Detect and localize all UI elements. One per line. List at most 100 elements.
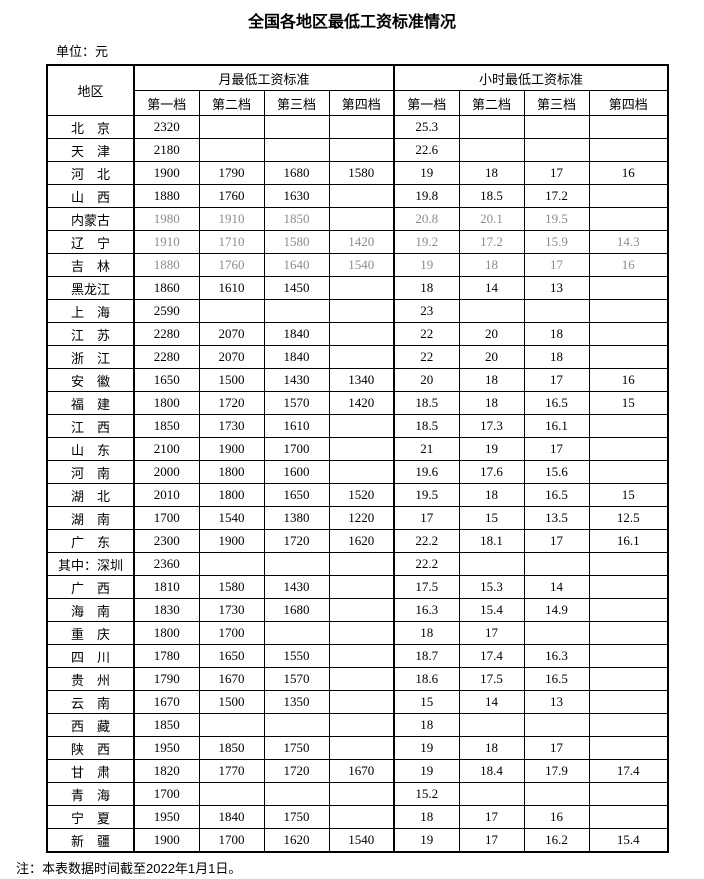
monthly-value-cell: 1350 xyxy=(263,690,330,714)
hourly-value-cell: 17 xyxy=(523,253,590,277)
monthly-value-cell: 1700 xyxy=(133,506,200,530)
monthly-value-cell xyxy=(328,805,395,829)
hourly-value-cell xyxy=(458,782,525,806)
table-row: 河 北 1900 1790 1680 1580 19 18 17 16 xyxy=(46,161,669,185)
hourly-value-cell: 18 xyxy=(393,621,460,645)
monthly-value-cell xyxy=(328,115,395,139)
table-row: 广 西 1810 1580 1430 17.5 15.3 14 xyxy=(46,575,669,599)
monthly-value-cell: 1850 xyxy=(198,736,265,760)
region-cell: 江 西 xyxy=(46,414,135,438)
monthly-value-cell: 1780 xyxy=(133,644,200,668)
monthly-value-cell xyxy=(328,736,395,760)
hourly-value-cell: 19.5 xyxy=(523,207,590,231)
hourly-value-cell: 21 xyxy=(393,437,460,461)
monthly-value-cell: 1800 xyxy=(198,483,265,507)
hourly-value-cell xyxy=(523,138,590,162)
table-row: 陕 西 1950 1850 1750 19 18 17 xyxy=(46,736,669,760)
monthly-value-cell xyxy=(263,782,330,806)
hourly-value-cell xyxy=(588,115,669,139)
monthly-value-cell: 2320 xyxy=(133,115,200,139)
hourly-value-cell xyxy=(588,437,669,461)
table-row: 河 南 2000 1800 1600 19.6 17.6 15.6 xyxy=(46,460,669,484)
monthly-value-cell: 2070 xyxy=(198,322,265,346)
region-cell: 重 庆 xyxy=(46,621,135,645)
hourly-value-cell xyxy=(588,575,669,599)
monthly-tier3-header: 第三档 xyxy=(263,90,330,116)
hourly-value-cell xyxy=(523,621,590,645)
monthly-value-cell xyxy=(328,437,395,461)
monthly-value-cell xyxy=(328,345,395,369)
table-row: 西 藏 1850 18 xyxy=(46,713,669,737)
table-row: 海 南 1830 1730 1680 16.3 15.4 14.9 xyxy=(46,598,669,622)
monthly-value-cell: 1720 xyxy=(263,529,330,553)
hourly-value-cell xyxy=(523,782,590,806)
monthly-value-cell xyxy=(328,414,395,438)
monthly-value-cell: 1880 xyxy=(133,184,200,208)
hourly-value-cell: 18 xyxy=(458,368,525,392)
monthly-value-cell: 1630 xyxy=(263,184,330,208)
hourly-value-cell: 16.2 xyxy=(523,828,590,853)
monthly-value-cell: 1580 xyxy=(328,161,395,185)
monthly-value-cell: 1420 xyxy=(328,391,395,415)
monthly-value-cell xyxy=(328,184,395,208)
table-row: 重 庆 1800 1700 18 17 xyxy=(46,621,669,645)
region-cell: 湖 南 xyxy=(46,506,135,530)
region-cell: 其中：深圳 xyxy=(46,552,135,576)
hourly-value-cell: 17.6 xyxy=(458,460,525,484)
monthly-value-cell: 1710 xyxy=(198,230,265,254)
monthly-value-cell: 1860 xyxy=(133,276,200,300)
monthly-value-cell: 1810 xyxy=(133,575,200,599)
monthly-value-cell: 1750 xyxy=(263,736,330,760)
hourly-value-cell: 16 xyxy=(523,805,590,829)
hourly-value-cell: 23 xyxy=(393,299,460,323)
monthly-value-cell: 1580 xyxy=(198,575,265,599)
region-cell: 浙 江 xyxy=(46,345,135,369)
monthly-value-cell: 1500 xyxy=(198,368,265,392)
monthly-value-cell: 1900 xyxy=(198,529,265,553)
hourly-value-cell: 15.2 xyxy=(393,782,460,806)
monthly-value-cell: 1430 xyxy=(263,368,330,392)
monthly-value-cell: 2590 xyxy=(133,299,200,323)
hourly-value-cell: 18 xyxy=(393,276,460,300)
hourly-value-cell: 15 xyxy=(393,690,460,714)
hourly-value-cell xyxy=(588,184,669,208)
monthly-value-cell: 1650 xyxy=(198,644,265,668)
region-cell: 吉 林 xyxy=(46,253,135,277)
region-cell: 河 北 xyxy=(46,161,135,185)
hourly-value-cell: 19 xyxy=(393,253,460,277)
table-row: 山 东 2100 1900 1700 21 19 17 xyxy=(46,437,669,461)
region-cell: 海 南 xyxy=(46,598,135,622)
hourly-value-cell: 19 xyxy=(393,161,460,185)
monthly-value-cell: 2000 xyxy=(133,460,200,484)
table-row: 江 西 1850 1730 1610 18.5 17.3 16.1 xyxy=(46,414,669,438)
monthly-value-cell: 1670 xyxy=(328,759,395,783)
hourly-value-cell: 18.7 xyxy=(393,644,460,668)
hourly-value-cell: 22.2 xyxy=(393,529,460,553)
hourly-value-cell: 13 xyxy=(523,690,590,714)
monthly-value-cell xyxy=(263,138,330,162)
hourly-value-cell xyxy=(523,299,590,323)
monthly-value-cell: 1820 xyxy=(133,759,200,783)
hourly-value-cell xyxy=(588,644,669,668)
monthly-value-cell xyxy=(328,276,395,300)
region-column-header: 地区 xyxy=(46,64,135,116)
monthly-value-cell: 1620 xyxy=(263,828,330,853)
hourly-value-cell xyxy=(588,621,669,645)
monthly-tier4-header: 第四档 xyxy=(328,90,395,116)
monthly-value-cell: 1540 xyxy=(328,828,395,853)
monthly-value-cell: 1700 xyxy=(198,828,265,853)
hourly-tier1-header: 第一档 xyxy=(393,90,460,116)
table-row: 北 京 2320 25.3 xyxy=(46,115,669,139)
hourly-value-cell xyxy=(523,713,590,737)
region-cell: 上 海 xyxy=(46,299,135,323)
hourly-value-cell: 16.3 xyxy=(393,598,460,622)
hourly-value-cell: 17 xyxy=(523,437,590,461)
hourly-value-cell: 16.5 xyxy=(523,391,590,415)
hourly-value-cell: 17.4 xyxy=(458,644,525,668)
region-cell: 北 京 xyxy=(46,115,135,139)
monthly-value-cell: 1540 xyxy=(328,253,395,277)
monthly-value-cell: 1760 xyxy=(198,184,265,208)
monthly-value-cell: 1610 xyxy=(263,414,330,438)
hourly-value-cell: 12.5 xyxy=(588,506,669,530)
monthly-value-cell: 1600 xyxy=(263,460,330,484)
